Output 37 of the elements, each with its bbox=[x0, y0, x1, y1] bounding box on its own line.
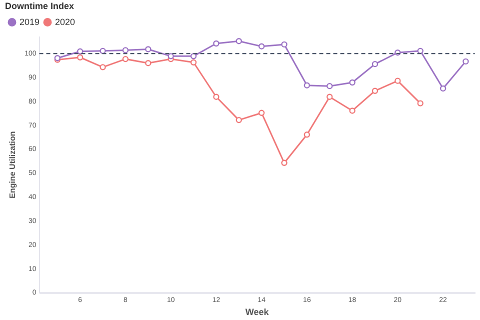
point bbox=[394, 78, 401, 84]
point bbox=[372, 60, 378, 68]
point bbox=[349, 79, 356, 86]
point bbox=[145, 60, 152, 66]
point bbox=[326, 94, 333, 100]
point bbox=[213, 40, 220, 47]
point bbox=[122, 47, 129, 54]
legend-label: 2019 bbox=[20, 16, 40, 27]
point bbox=[281, 41, 288, 48]
legend-title: Downtime Index bbox=[5, 0, 74, 11]
legend-label: 2020 bbox=[55, 16, 76, 27]
point bbox=[190, 59, 197, 66]
point bbox=[145, 46, 152, 52]
point bbox=[190, 53, 197, 60]
point bbox=[100, 48, 106, 54]
point bbox=[304, 132, 310, 138]
point bbox=[258, 43, 265, 50]
point bbox=[236, 116, 242, 124]
point bbox=[258, 110, 265, 116]
point bbox=[440, 85, 446, 92]
x-axis-title: Week bbox=[245, 307, 270, 318]
point bbox=[122, 56, 129, 62]
point bbox=[77, 54, 84, 60]
point bbox=[213, 94, 220, 100]
point bbox=[372, 88, 378, 94]
point bbox=[77, 48, 84, 54]
point bbox=[417, 48, 424, 54]
point bbox=[304, 82, 310, 88]
point bbox=[462, 58, 469, 65]
point bbox=[326, 82, 333, 90]
point bbox=[417, 100, 424, 106]
y-axis-title: Engine Utilization bbox=[8, 131, 18, 198]
point bbox=[281, 160, 288, 166]
point bbox=[100, 64, 106, 70]
point bbox=[168, 53, 174, 60]
point bbox=[236, 38, 242, 44]
point bbox=[349, 108, 356, 114]
